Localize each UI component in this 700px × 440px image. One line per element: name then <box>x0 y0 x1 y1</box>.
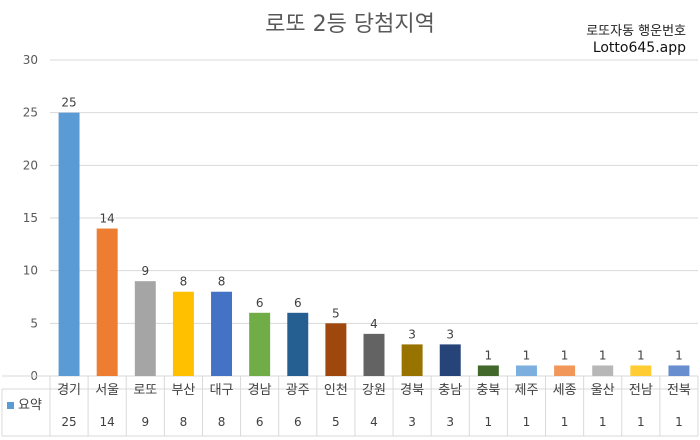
category-label: 경북 <box>400 383 424 398</box>
bar <box>515 365 537 376</box>
bar <box>211 291 233 376</box>
category-label: 전남 <box>629 383 653 398</box>
bar <box>592 365 614 376</box>
data-label: 1 <box>637 348 645 362</box>
y-tick-label: 20 <box>23 158 38 172</box>
category-label: 로또 <box>133 383 157 398</box>
category-label: 경기 <box>57 383 81 398</box>
bar <box>249 312 271 376</box>
y-tick-label: 5 <box>30 316 38 330</box>
y-tick-label: 25 <box>23 106 38 120</box>
table-value: 25 <box>61 415 76 429</box>
table-value: 1 <box>523 415 531 429</box>
legend-series-name: 요약 <box>18 398 42 413</box>
y-tick-label: 10 <box>23 264 38 278</box>
data-label: 9 <box>141 264 149 278</box>
table-value: 6 <box>256 415 264 429</box>
bar <box>363 333 385 376</box>
data-label: 1 <box>675 348 683 362</box>
table-value: 1 <box>561 415 569 429</box>
table-value: 3 <box>408 415 416 429</box>
category-label: 울산 <box>591 383 615 398</box>
bar <box>96 228 118 376</box>
table-value: 4 <box>370 415 378 429</box>
data-label: 8 <box>218 275 226 289</box>
data-label: 8 <box>180 275 188 289</box>
y-tick-label: 15 <box>23 211 38 225</box>
table-value: 3 <box>446 415 454 429</box>
category-label: 충북 <box>476 383 500 398</box>
table-value: 1 <box>675 415 683 429</box>
data-label: 1 <box>599 348 607 362</box>
bar <box>554 365 576 376</box>
legend-key <box>7 402 14 409</box>
category-label: 전북 <box>667 383 691 398</box>
bar <box>58 112 80 377</box>
category-label: 인천 <box>324 383 348 398</box>
bar <box>172 291 194 376</box>
bar <box>477 365 499 376</box>
chart-title: 로또 2등 당첨지역 <box>265 12 435 37</box>
bar <box>439 344 461 376</box>
category-label: 대구 <box>210 383 234 398</box>
table-value: 1 <box>599 415 607 429</box>
category-label: 광주 <box>286 383 310 398</box>
bar <box>325 323 347 376</box>
table-value: 1 <box>637 415 645 429</box>
table-value: 1 <box>485 415 493 429</box>
watermark-line-1: 로또자동 행운번호 <box>586 24 686 39</box>
bar <box>668 365 690 376</box>
table-value: 8 <box>180 415 188 429</box>
bar <box>287 312 309 376</box>
data-label: 6 <box>294 296 302 310</box>
category-label: 서울 <box>95 383 119 398</box>
watermark-line-2: Lotto645.app <box>592 40 686 56</box>
category-label: 강원 <box>362 383 386 398</box>
table-value: 9 <box>141 415 149 429</box>
table-value: 6 <box>294 415 302 429</box>
data-label: 1 <box>561 348 569 362</box>
data-label: 3 <box>446 327 454 341</box>
table-value: 8 <box>218 415 226 429</box>
bar <box>134 281 156 376</box>
bar <box>401 344 423 376</box>
category-label: 세종 <box>553 383 577 398</box>
category-label: 경남 <box>248 383 272 398</box>
data-label: 14 <box>100 212 115 226</box>
table-value: 14 <box>100 415 115 429</box>
data-label: 5 <box>332 306 340 320</box>
bar <box>630 365 652 376</box>
table-value: 5 <box>332 415 340 429</box>
data-label: 25 <box>61 96 76 110</box>
data-label: 1 <box>485 348 493 362</box>
data-label: 3 <box>408 327 416 341</box>
category-label: 제주 <box>515 383 539 398</box>
data-label: 4 <box>370 317 378 331</box>
data-label: 6 <box>256 296 264 310</box>
category-label: 충남 <box>438 383 462 398</box>
data-label: 1 <box>523 348 531 362</box>
y-tick-label: 30 <box>23 53 38 67</box>
category-label: 부산 <box>171 383 195 398</box>
